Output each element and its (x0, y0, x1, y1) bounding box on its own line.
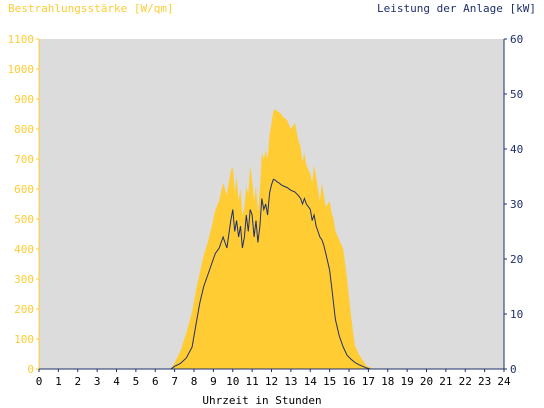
right-tick-label: 30 (510, 198, 523, 211)
right-tick-label: 20 (510, 253, 523, 266)
x-tick-label: 6 (152, 375, 159, 388)
x-tick-label: 7 (171, 375, 178, 388)
left-tick-label: 800 (14, 123, 34, 136)
x-tick-label: 14 (304, 375, 318, 388)
x-tick-label: 17 (362, 375, 375, 388)
left-axis-title: Bestrahlungsstärke [W/qm] (8, 2, 174, 15)
x-tick-label: 4 (113, 375, 120, 388)
left-tick-label: 0 (27, 363, 34, 376)
x-tick-label: 12 (265, 375, 278, 388)
x-axis-label: Uhrzeit in Stunden (202, 394, 321, 407)
right-tick-label: 0 (510, 363, 517, 376)
power-line (39, 178, 504, 370)
x-tick-label: 3 (94, 375, 101, 388)
left-tick-label: 600 (14, 183, 34, 196)
x-tick-label: 13 (284, 375, 297, 388)
x-tick-label: 11 (246, 375, 259, 388)
left-tick-label: 900 (14, 93, 34, 106)
right-tick-label: 50 (510, 88, 523, 101)
x-tick-label: 21 (439, 375, 452, 388)
right-axis-ticks: 0 10 20 30 40 50 60 (504, 33, 523, 376)
left-tick-label: 200 (14, 303, 34, 316)
right-tick-label: 10 (510, 308, 523, 321)
x-tick-label: 24 (497, 375, 511, 388)
left-tick-label: 1000 (8, 63, 35, 76)
x-axis-ticks: 0 1 2 3 4 5 6 7 8 9 10 11 12 13 14 15 16 17 18 19 20 21 22 23 24 (36, 369, 511, 388)
left-tick-label: 300 (14, 273, 34, 286)
x-tick-label: 16 (342, 375, 355, 388)
left-tick-label: 1100 (8, 33, 35, 46)
right-tick-label: 40 (510, 143, 523, 156)
left-tick-label: 100 (14, 333, 34, 346)
x-tick-label: 5 (133, 375, 140, 388)
left-tick-label: 400 (14, 243, 34, 256)
irradiance-area (39, 109, 504, 369)
x-tick-label: 9 (210, 375, 217, 388)
x-tick-label: 18 (381, 375, 394, 388)
x-tick-label: 10 (226, 375, 239, 388)
x-tick-label: 23 (478, 375, 491, 388)
left-tick-label: 500 (14, 213, 34, 226)
left-axis-ticks: 0 100 200 300 400 500 600 700 800 900 1000 1100 (8, 33, 39, 376)
right-tick-label: 60 (510, 33, 523, 46)
x-tick-label: 22 (459, 375, 472, 388)
x-tick-label: 19 (401, 375, 414, 388)
left-tick-label: 700 (14, 153, 34, 166)
right-axis-title: Leistung der Anlage [kW] (377, 2, 536, 15)
x-tick-label: 2 (74, 375, 81, 388)
x-tick-label: 1 (55, 375, 62, 388)
x-tick-label: 20 (420, 375, 433, 388)
x-tick-label: 15 (323, 375, 336, 388)
x-tick-label: 8 (191, 375, 198, 388)
x-tick-label: 0 (36, 375, 43, 388)
